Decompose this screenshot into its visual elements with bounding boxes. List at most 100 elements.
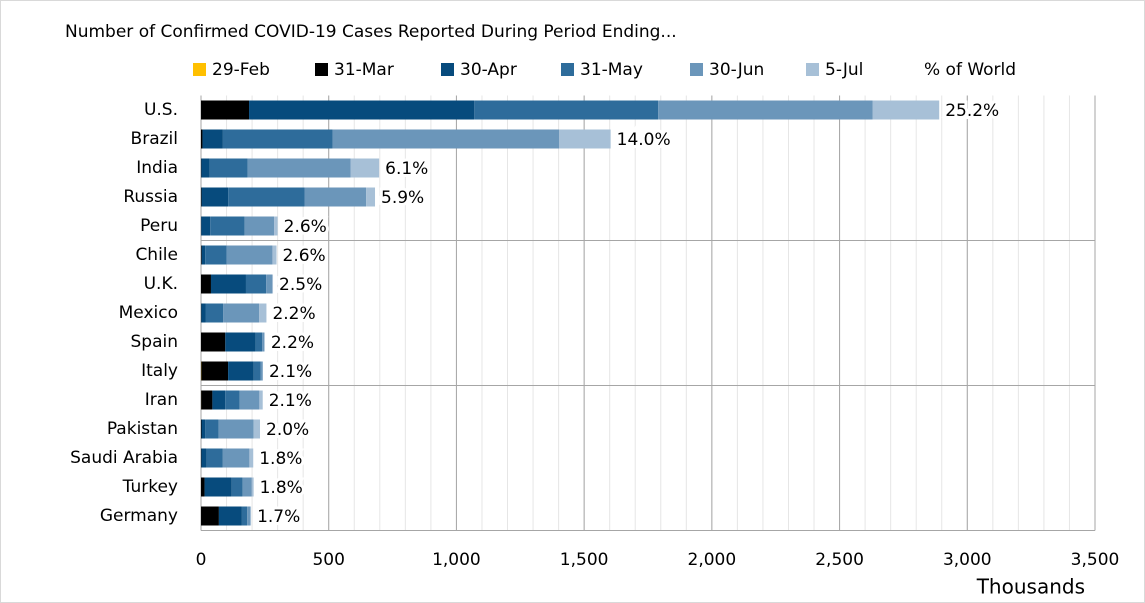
bar-segment — [249, 448, 254, 468]
x-tick-label: 3,000 — [943, 550, 992, 570]
legend-label: 30-Apr — [460, 60, 517, 80]
bar-segment — [206, 448, 223, 468]
bar-segment — [250, 506, 252, 526]
bar-segment — [222, 129, 333, 149]
legend-label: 31-Mar — [334, 60, 394, 80]
x-tick-label: 1,000 — [432, 550, 481, 570]
legend-swatch — [315, 63, 328, 76]
percent-label: 2.0% — [266, 420, 309, 440]
bar-segment — [201, 419, 206, 439]
bar-segment — [272, 274, 274, 294]
y-tick-label: Brazil — [131, 129, 178, 149]
legend-label: 30-Jun — [709, 60, 764, 80]
bar-segment — [201, 245, 202, 265]
percent-label: 25.2% — [945, 101, 999, 121]
bar-segment — [201, 506, 219, 526]
legend-label: 31-May — [580, 60, 643, 80]
bar-segment — [658, 100, 873, 120]
percent-label: 6.1% — [385, 159, 428, 179]
bar-segment — [201, 361, 229, 381]
y-tick-label: U.S. — [144, 100, 178, 120]
bar-segment — [259, 303, 267, 323]
bar-segment — [218, 419, 254, 439]
bar-segment — [201, 187, 202, 207]
legend-label: 5-Jul — [825, 60, 863, 80]
bar-segment — [239, 390, 260, 410]
bar-segment — [304, 187, 367, 207]
x-tick-label: 2,000 — [688, 550, 737, 570]
legend-swatch — [806, 63, 819, 76]
bar-segment — [474, 100, 659, 120]
bar-segment — [262, 332, 265, 352]
bar-segment — [366, 187, 376, 207]
y-tick-label: Italy — [141, 361, 178, 381]
bar-segment — [201, 216, 211, 236]
percent-label: 14.0% — [617, 130, 671, 150]
y-tick-label: Mexico — [119, 303, 178, 323]
bar-segment — [205, 245, 227, 265]
bar-segment — [253, 419, 261, 439]
y-tick-label: Turkey — [122, 477, 178, 497]
bar-segment — [201, 332, 226, 352]
x-tick-label: 500 — [312, 550, 344, 570]
bar-segment — [201, 390, 213, 410]
bar-segment — [251, 477, 254, 497]
y-tick-label: Spain — [131, 332, 179, 352]
bar-segment — [202, 129, 223, 149]
bar-segment — [272, 245, 277, 265]
bar-segment — [228, 187, 305, 207]
bar-segment — [205, 419, 219, 439]
bar-segment — [201, 448, 207, 468]
y-tick-label: Pakistan — [107, 419, 178, 439]
bar-segment — [209, 158, 248, 178]
x-tick-label: 3,500 — [1071, 550, 1120, 570]
percent-label: 5.9% — [381, 188, 424, 208]
bar-segment — [247, 158, 351, 178]
x-tick-label: 1,500 — [560, 550, 609, 570]
y-tick-label: Russia — [123, 187, 178, 207]
bar-segment — [253, 361, 261, 381]
legend-swatch — [193, 63, 206, 76]
bar-segment — [264, 332, 265, 352]
percent-label: 2.5% — [279, 275, 322, 295]
percent-label: 2.6% — [283, 246, 326, 266]
bar-segment — [247, 506, 251, 526]
bar-segment — [205, 303, 224, 323]
bar-segment — [222, 448, 250, 468]
bar-segment — [210, 216, 245, 236]
bar-segment — [559, 129, 611, 149]
bar-segment — [244, 216, 275, 236]
bar-segment — [266, 274, 273, 294]
y-tick-label: Iran — [145, 390, 178, 410]
x-axis-label: Thousands — [976, 575, 1085, 599]
percent-label: 2.6% — [284, 217, 327, 237]
y-tick-label: Chile — [135, 245, 178, 265]
chart-title: Number of Confirmed COVID-19 Cases Repor… — [65, 22, 677, 42]
y-tick-label: U.K. — [144, 274, 178, 294]
percent-label: 1.8% — [259, 449, 302, 469]
y-tick-label: Germany — [100, 506, 178, 526]
bar-segment — [260, 361, 263, 381]
bar-segment — [231, 477, 243, 497]
bar-segment — [201, 303, 206, 323]
legend-label: % of World — [924, 60, 1016, 80]
percent-label: 2.2% — [271, 333, 314, 353]
y-tick-label: Saudi Arabia — [70, 448, 178, 468]
bar-segment — [201, 129, 203, 149]
legend-swatch — [441, 63, 454, 76]
bar-segment — [201, 100, 250, 120]
percent-label: 1.8% — [260, 478, 303, 498]
percent-label: 2.1% — [269, 362, 312, 382]
bar-segment — [210, 274, 246, 294]
bar-segment — [201, 419, 202, 439]
y-tick-label: India — [136, 158, 178, 178]
legend-swatch — [561, 63, 574, 76]
bar-segment — [274, 216, 278, 236]
bar-segment — [225, 390, 240, 410]
bar-segment — [201, 187, 229, 207]
percent-label: 1.7% — [257, 507, 300, 527]
bar-segment — [245, 274, 267, 294]
bar-segment — [350, 158, 380, 178]
bar-segment — [249, 100, 475, 120]
